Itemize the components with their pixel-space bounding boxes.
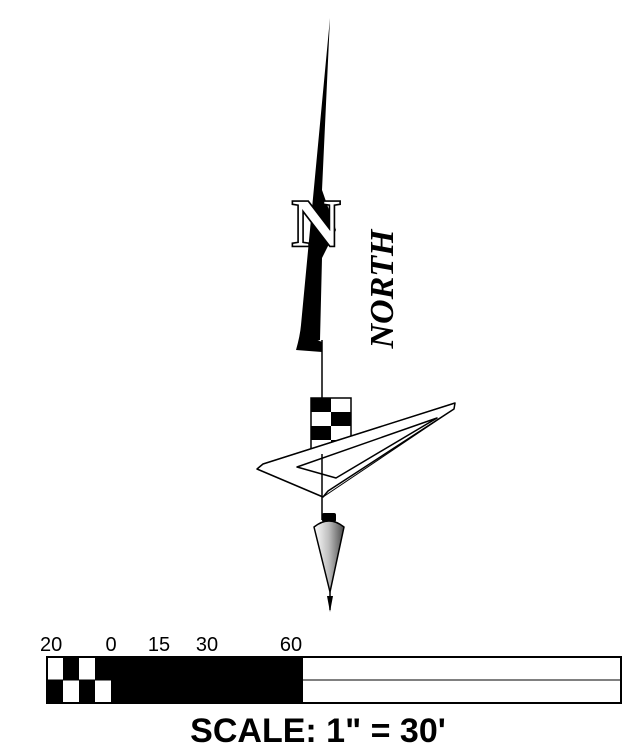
scale-segment — [47, 680, 63, 703]
scale-segment — [159, 680, 207, 703]
scale-segments — [47, 657, 303, 703]
scale-segment — [111, 657, 159, 680]
scale-tick-label: 15 — [148, 634, 170, 656]
scale-segment — [159, 657, 207, 680]
scale-bar: 20 0 15 30 60 — [40, 634, 622, 704]
north-arrow-blade — [296, 18, 336, 350]
scale-tick-label: 60 — [280, 634, 302, 656]
north-letter: N — [291, 185, 340, 261]
scale-segment — [79, 680, 95, 703]
scale-tick-label: 30 — [196, 634, 218, 656]
north-letter-inline: N — [291, 185, 340, 261]
scale-tick-labels: 20 0 15 30 60 — [40, 634, 302, 656]
north-arrow-icon — [296, 18, 336, 400]
drafting-triangle-icon — [256, 402, 456, 498]
scale-segment — [207, 680, 303, 703]
scale-segment — [111, 680, 159, 703]
scale-segment — [207, 657, 303, 680]
scale-segment — [95, 657, 111, 680]
scale-tick-label: 20 — [40, 634, 62, 656]
scale-tick-label: 0 — [105, 634, 116, 656]
north-word-label: NORTH — [364, 228, 401, 350]
north-arrow-notch — [296, 340, 322, 352]
scale-caption: SCALE: 1" = 30' — [190, 712, 446, 750]
plumb-bob-icon — [313, 513, 345, 612]
scale-segment — [63, 657, 79, 680]
